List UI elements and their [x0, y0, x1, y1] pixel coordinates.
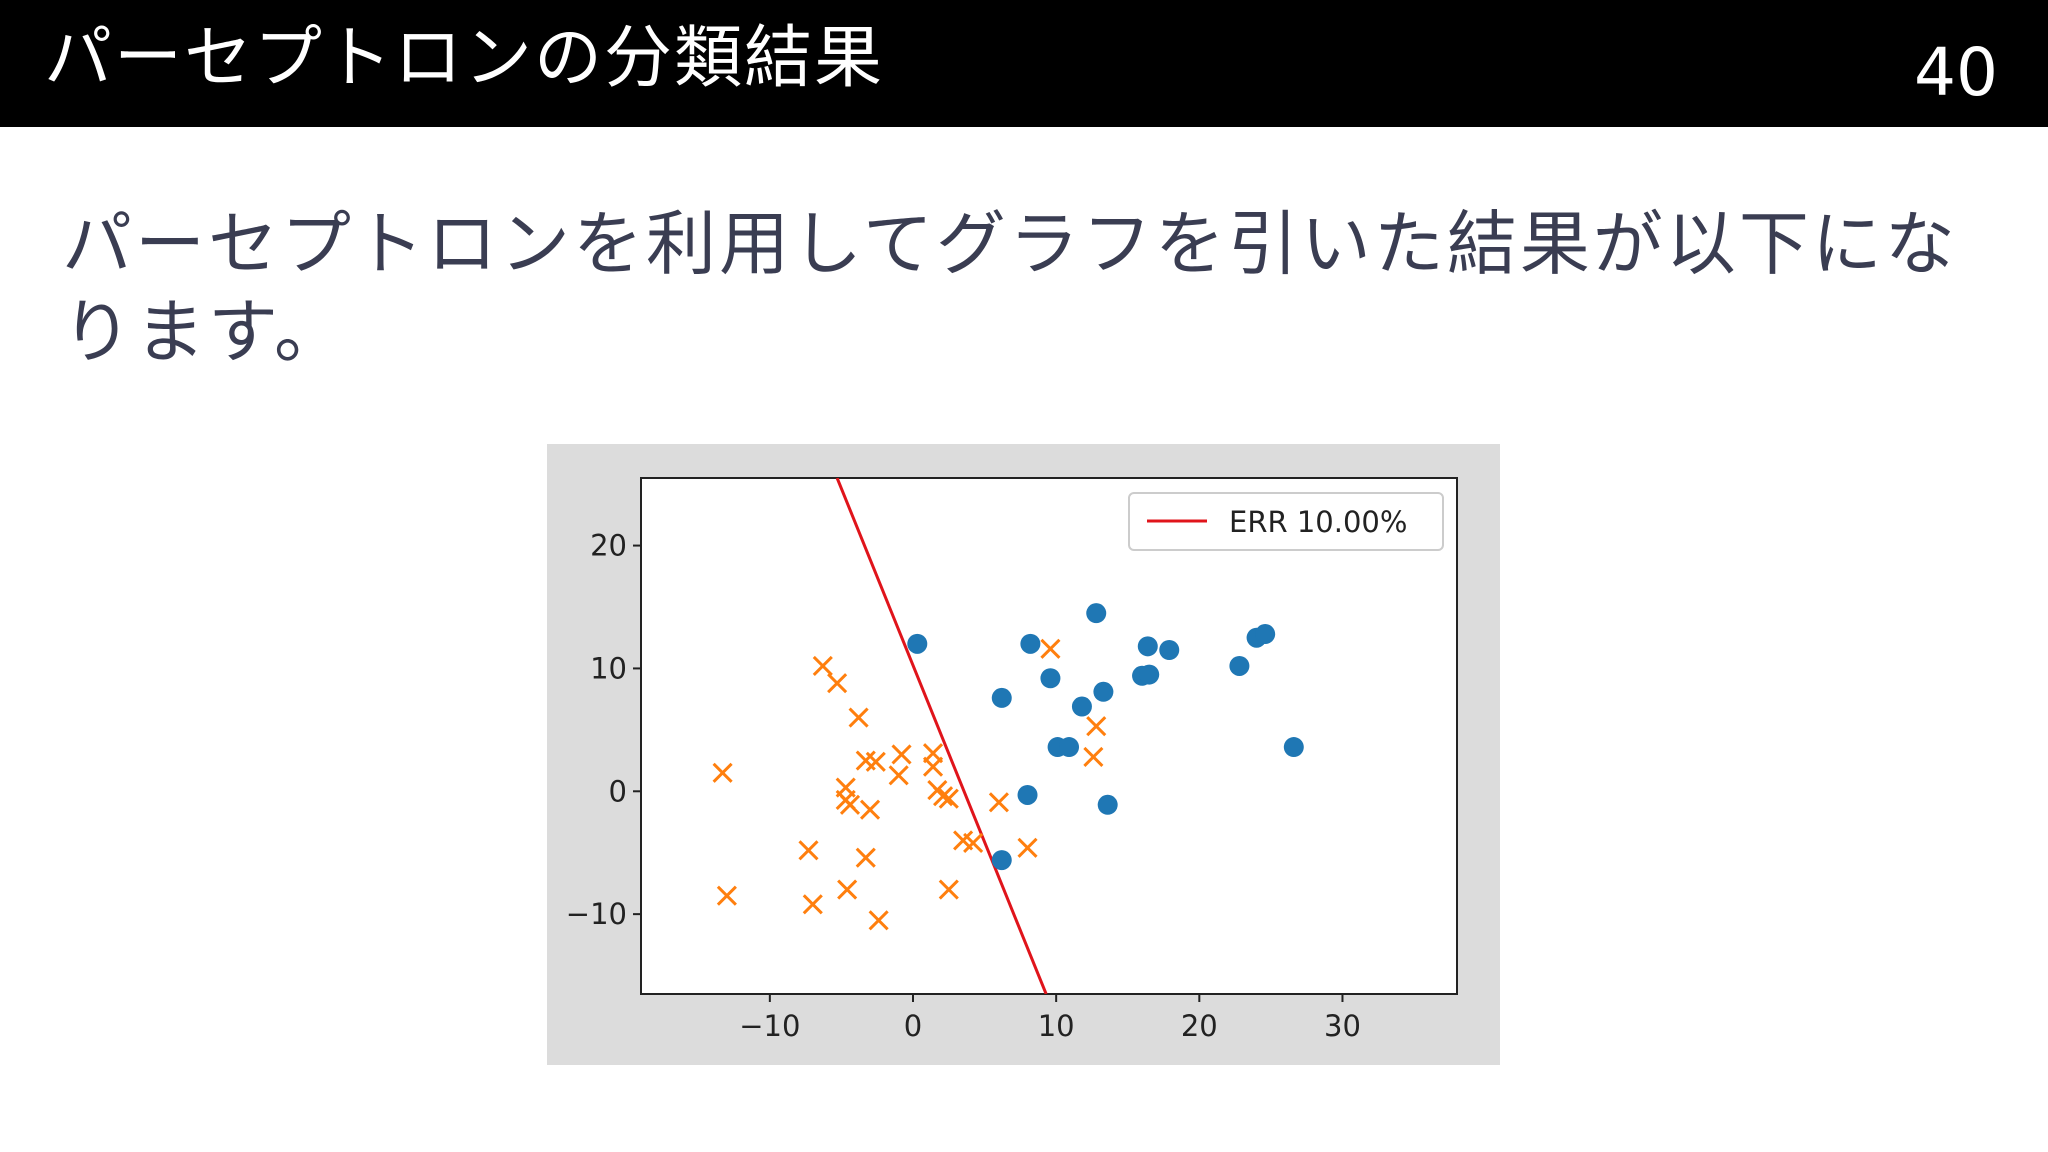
slide-title: パーセプトロンの分類結果 [44, 19, 885, 98]
data-point-cross [1040, 638, 1061, 659]
data-point-cross [922, 756, 944, 777]
data-point-circle [1059, 737, 1080, 758]
data-point-circle [1071, 696, 1092, 717]
data-point-circle [1086, 603, 1107, 624]
data-point-circle [1255, 624, 1276, 645]
chart-figure: −10 0 10 20 30 −10 0 10 20 ERR 10.00% [547, 444, 1500, 1065]
legend: ERR 10.00% [1128, 492, 1444, 551]
data-point-cross [938, 788, 959, 809]
y-tick-label: 0 [609, 774, 627, 808]
data-point-cross [891, 744, 912, 765]
data-point-circle [1159, 640, 1180, 660]
data-point-circle [1017, 784, 1038, 805]
data-point-circle [1040, 668, 1061, 689]
data-point-circle [907, 633, 928, 654]
data-point-circle [1283, 737, 1304, 758]
data-point-circle [991, 850, 1012, 871]
data-point-circle [1093, 681, 1114, 702]
plot-area [640, 477, 1458, 995]
data-point-cross [1083, 746, 1104, 767]
data-point-circle [1229, 655, 1250, 676]
x-tick-label: 20 [1181, 1009, 1218, 1043]
data-point-circle [1137, 636, 1158, 657]
x-tick-label: 10 [1038, 1009, 1075, 1043]
plot-marks [712, 478, 1304, 994]
data-point-cross [798, 840, 819, 861]
data-point-cross [1017, 837, 1038, 858]
y-tick-label: 20 [590, 529, 627, 563]
data-point-cross [712, 762, 733, 783]
data-point-circle [1097, 794, 1118, 815]
data-point-cross [988, 792, 1009, 813]
legend-label: ERR 10.00% [1229, 505, 1407, 539]
data-point-cross [839, 794, 861, 815]
x-tick-label: −10 [739, 1009, 800, 1043]
data-point-cross [848, 707, 869, 728]
data-point-circle [1020, 633, 1041, 654]
slide-number: 40 [1914, 34, 1998, 111]
data-point-cross [938, 879, 959, 900]
data-point-cross [859, 799, 881, 820]
data-point-cross [812, 655, 833, 677]
x-tick-label: 0 [904, 1009, 922, 1043]
data-point-cross [802, 894, 823, 915]
data-point-cross [888, 765, 909, 786]
axis-ticks: −10 0 10 20 30 −10 0 10 20 [566, 529, 1361, 1043]
data-point-cross [827, 673, 848, 694]
decision-boundary-line [835, 478, 1048, 994]
data-point-cross [933, 786, 954, 807]
legend-box [1128, 492, 1444, 551]
data-point-cross [1086, 716, 1107, 737]
data-point-cross [963, 832, 984, 853]
data-point-circle [991, 687, 1012, 708]
x-tick-label: 30 [1324, 1009, 1361, 1043]
y-tick-label: 10 [590, 651, 627, 685]
body-text: パーセプトロンを利用してグラフを引いた結果が以下になります。 [62, 203, 1958, 373]
data-point-cross [855, 847, 876, 868]
data-point-circle [1139, 664, 1160, 685]
y-tick-label: −10 [566, 897, 627, 931]
scatter-chart: −10 0 10 20 30 −10 0 10 20 ERR 10.00% [566, 477, 1458, 1043]
data-point-cross [716, 885, 737, 906]
data-point-cross [837, 879, 858, 900]
title-bar: パーセプトロンの分類結果 40 [0, 0, 2048, 127]
data-point-cross [865, 751, 886, 772]
data-point-cross [868, 910, 889, 931]
